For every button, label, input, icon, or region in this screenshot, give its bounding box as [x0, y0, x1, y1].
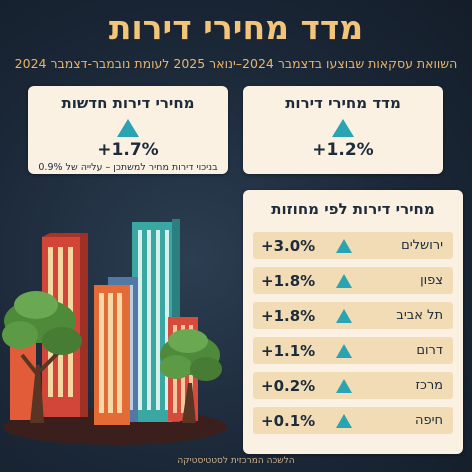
up-triangle-icon — [117, 119, 139, 137]
up-triangle-icon — [332, 119, 354, 137]
region-row-north: צפון +1.8% — [253, 267, 453, 294]
up-triangle-icon — [336, 379, 352, 393]
housing-index-value: +1.2% — [312, 140, 374, 160]
new-housing-value: +1.7% — [97, 140, 159, 160]
up-triangle-icon — [336, 239, 352, 253]
new-housing-title: מחירי דירות חדשות — [61, 94, 195, 112]
region-value: +0.2% — [261, 376, 316, 395]
new-housing-note: בניכוי דירות מחיר למשתכן – עלייה של 0.9% — [38, 162, 218, 173]
source-credit: הלשכה המרכזית לסטטיסטיקה — [177, 456, 295, 466]
regions-card: מחירי דירות לפי מחוזות ירושלים +3.0% צפו… — [243, 190, 463, 454]
region-row-haifa: חיפה +0.1% — [253, 407, 453, 434]
regions-title: מחירי דירות לפי מחוזות — [271, 200, 435, 218]
region-row-south: דרום +1.1% — [253, 337, 453, 364]
region-name: ירושלים — [401, 238, 443, 253]
page-title: מדד מחירי דירות — [108, 8, 364, 47]
up-triangle-icon — [336, 309, 352, 323]
region-name: מרכז — [415, 378, 443, 393]
up-triangle-icon — [336, 274, 352, 288]
new-housing-card: מחירי דירות חדשות +1.7% בניכוי דירות מחי… — [28, 86, 228, 174]
region-row-jerusalem: ירושלים +3.0% — [253, 232, 453, 259]
city-illustration — [2, 219, 227, 445]
housing-index-card: מדד מחירי דירות +1.2% — [243, 86, 443, 174]
region-name: צפון — [420, 273, 443, 288]
region-value: +1.1% — [261, 341, 316, 360]
region-value: +3.0% — [261, 236, 316, 255]
region-name: חיפה — [414, 413, 443, 428]
page-subtitle: השוואת עסקאות שבוצעו בדצמבר 2024–ינואר 2… — [14, 56, 458, 71]
region-name: דרום — [416, 343, 443, 358]
region-value: +1.8% — [261, 271, 316, 290]
up-triangle-icon — [336, 344, 352, 358]
region-row-tel-aviv: תל אביב +1.8% — [253, 302, 453, 329]
region-value: +1.8% — [261, 306, 316, 325]
region-name: תל אביב — [396, 308, 443, 323]
region-value: +0.1% — [261, 411, 316, 430]
region-row-center: מרכז +0.2% — [253, 372, 453, 399]
up-triangle-icon — [336, 414, 352, 428]
housing-index-title: מדד מחירי דירות — [285, 94, 401, 112]
